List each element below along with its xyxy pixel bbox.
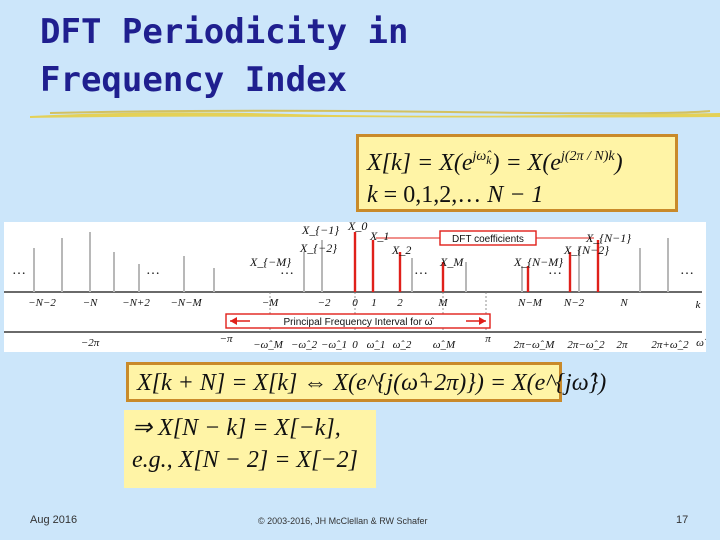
stem-label-x0: X_0 [347, 222, 367, 233]
w-tick-10: 2π−ω̂_M [514, 339, 556, 351]
dft-sample-equation: X[k] = X(ejω̂k) = X(ej(2π / N)k) [367, 149, 623, 176]
k-tick-12: N [619, 297, 628, 309]
title-line-1: DFT Periodicity in [40, 12, 409, 52]
ellipsis-1: … [12, 263, 26, 278]
w-tick-0: −2π [81, 337, 100, 349]
periodic-copy-stems [33, 232, 669, 292]
slide-title: DFT Periodicity in Frequency Index [40, 8, 408, 104]
ellipsis-6: … [680, 263, 694, 278]
k-tick-4: −M [262, 297, 279, 309]
ellipsis-3: … [280, 263, 294, 278]
stem-label-x1: X_1 [369, 229, 389, 243]
dft-definition-box: X[k] = X(ejω̂k) = X(ej(2π / N)k) k = 0,1… [356, 134, 678, 212]
symmetry-example-box: ⇒ X[N − k] = X[−k], e.g., X[N − 2] = X[−… [124, 410, 376, 488]
k-tick-10: N−M [517, 297, 543, 309]
ellipsis-2: … [146, 263, 160, 278]
title-underline-decoration [30, 109, 720, 118]
w-tick-12: 2π [616, 339, 628, 351]
periodicity-equation: X[k + N] = X[k] ⇔ X(e^{j(ω̂+2π)}) = X(e^… [137, 370, 607, 396]
footer-date: Aug 2016 [30, 514, 78, 526]
k-tick-9: M [437, 297, 448, 309]
principal-interval-label: Principal Frequency Interval for ω̂ [284, 316, 435, 328]
stem-label-x-minus-m: X_{−M} [249, 255, 291, 269]
w-tick-13: 2π+ω̂_2 [651, 339, 689, 351]
w-tick-5: 0 [352, 339, 358, 351]
k-tick-0: −N−2 [28, 297, 56, 309]
w-tick-8: ω̂_M [433, 339, 456, 351]
dft-coefficient-stems [353, 232, 600, 292]
w-tick-9: π [485, 333, 491, 345]
k-axis-label: k [696, 299, 702, 311]
ellipsis-4: … [414, 263, 428, 278]
k-tick-11: N−2 [563, 297, 585, 309]
stem-label-x-minus-2-visible: X_{−2} [299, 241, 337, 255]
w-tick-1: −π [220, 333, 233, 345]
stem-label-x-n-minus-m: X_{N−M} [513, 255, 563, 269]
stem-label-x-minus-1: X_{−1} [301, 223, 339, 237]
stem-label-x-n-minus-1: X_{N−1} [585, 231, 631, 245]
k-tick-6: 0 [352, 297, 358, 309]
periodicity-diagram: DFT coefficients X_{−1} X_{−M} X_0 X_1 X… [4, 222, 706, 352]
ellipsis-5: … [548, 263, 562, 278]
stem-label-xm: X_M [439, 255, 464, 269]
symmetry-equation: ⇒ X[N − k] = X[−k], [132, 415, 341, 441]
w-tick-3: −ω̂_2 [291, 339, 318, 351]
k-tick-1: −N [83, 297, 98, 309]
periodicity-equation-box: X[k + N] = X[k] ⇔ X(e^{j(ω̂+2π)}) = X(e^… [126, 362, 607, 402]
w-tick-4: −ω̂_1 [321, 339, 347, 351]
k-tick-2: −N+2 [122, 297, 150, 309]
footer-copyright: © 2003-2016, JH McClellan & RW Schafer [258, 516, 428, 526]
symmetry-example: e.g., X[N − 2] = X[−2] [132, 447, 358, 473]
w-tick-6: ω̂_1 [367, 339, 386, 351]
footer-page-number: 17 [676, 514, 689, 526]
dft-coefficients-label: DFT coefficients [452, 234, 524, 245]
w-tick-11: 2π−ω̂_2 [567, 339, 605, 351]
w-tick-7: ω̂_2 [393, 339, 412, 351]
stem-label-x-n-minus-2: X_{N−2} [563, 243, 609, 257]
k-tick-7: 1 [371, 297, 377, 309]
stem-label-x2: X_2 [391, 243, 411, 257]
k-tick-3: −N−M [170, 297, 202, 309]
dft-index-range: k = 0,1,2,… N − 1 [367, 182, 544, 208]
k-tick-8: 2 [397, 297, 403, 309]
title-line-2: Frequency Index [40, 60, 348, 100]
k-tick-5: −2 [318, 297, 331, 309]
w-axis-label: ω̂ [696, 337, 706, 349]
w-tick-2: −ω̂_M [253, 339, 284, 351]
